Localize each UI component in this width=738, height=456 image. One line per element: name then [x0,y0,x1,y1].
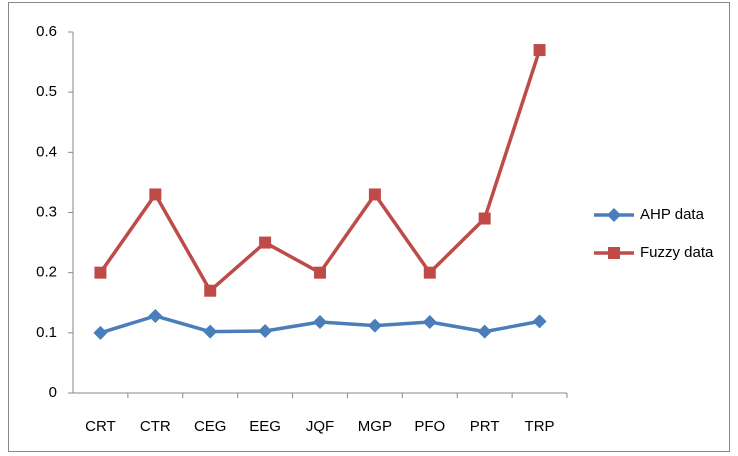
x-tick-label: CRT [85,418,116,435]
data-point [149,188,162,201]
data-point [477,324,492,339]
data-point [533,44,546,57]
x-tick-label: PFO [414,418,445,435]
data-point [94,266,107,279]
data-point [148,308,163,323]
x-tick-label: MGP [358,418,392,435]
legend-marker [608,247,620,259]
x-tick-label: TRP [525,418,555,435]
data-point [259,236,272,249]
data-point [422,315,437,330]
data-point [258,324,273,339]
y-tick-label: 0.6 [36,23,57,40]
y-tick-label: 0.5 [36,83,57,100]
data-point [368,188,381,201]
legend-label: AHP data [640,206,705,223]
x-tick-label: EEG [249,418,281,435]
data-point [423,266,436,279]
legend-label: Fuzzy data [640,244,714,261]
data-point [203,324,218,339]
legend-marker [607,208,621,222]
data-point [478,212,491,225]
data-point [313,315,327,330]
chart-border [8,2,730,452]
y-tick-label: 0.1 [36,324,57,341]
y-tick-label: 0.4 [36,143,57,160]
data-point [532,314,547,329]
x-tick-label: PRT [470,418,500,435]
data-point [93,325,108,340]
data-point [204,284,217,297]
y-tick-label: 0.2 [36,264,57,281]
y-tick-label: 0 [49,384,57,401]
x-tick-label: CTR [140,418,171,435]
data-point [367,318,382,333]
y-tick-label: 0.3 [36,203,57,220]
x-tick-label: CEG [194,418,227,435]
data-point [314,266,326,279]
x-tick-label: JQF [306,418,334,435]
